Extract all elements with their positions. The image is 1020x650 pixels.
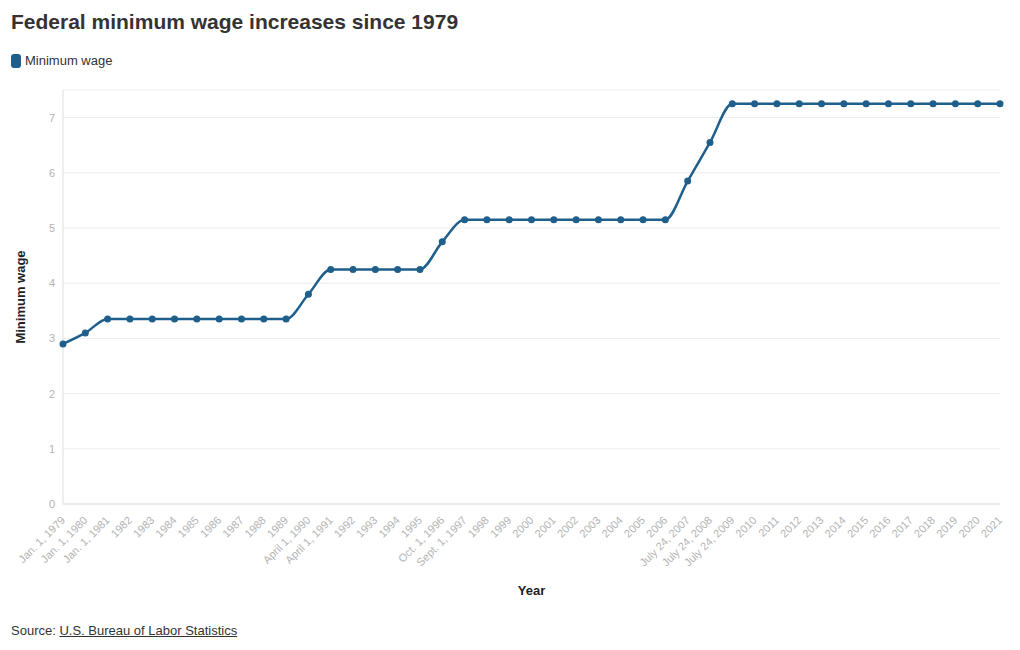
html-text:Federal minimum wage increases: Federal minimum wage increases since 197… [11,10,459,33]
svg-text:1989: 1989 [264,513,291,540]
svg-text:2001: 2001 [532,514,558,540]
svg-text:7: 7 [49,112,55,124]
svg-text:July 24, 2008: July 24, 2008 [659,513,715,569]
svg-text:April 1, 1990: April 1, 1990 [260,513,313,566]
svg-text:2014: 2014 [822,514,848,540]
svg-text:2004: 2004 [599,514,625,540]
svg-text:2019: 2019 [934,514,960,540]
svg-text:2006: 2006 [643,513,670,540]
svg-text:5: 5 [49,222,55,234]
svg-text:2011: 2011 [756,514,781,539]
svg-text:1999: 1999 [488,514,514,540]
svg-text:2000: 2000 [510,514,536,540]
svg-text:2013: 2013 [800,514,826,540]
svg-text:1986: 1986 [198,514,224,540]
svg-text:1993: 1993 [354,514,380,540]
svg-text:2010: 2010 [733,514,759,540]
svg-text:2020: 2020 [956,514,982,540]
svg-text:Jan. 1, 1981: Jan. 1, 1981 [61,514,112,565]
svg-text:April 1, 1991: April 1, 1991 [283,514,335,566]
svg-text:Sept. 1, 1997: Sept. 1, 1997 [414,514,469,569]
svg-text:4: 4 [49,277,55,289]
svg-text:2: 2 [49,388,55,400]
svg-text:2021: 2021 [978,514,1004,540]
svg-text:1994: 1994 [376,514,402,540]
svg-text:2005: 2005 [621,514,647,540]
svg-text:2002: 2002 [555,514,581,540]
svg-text:1: 1 [49,443,55,455]
svg-text:1983: 1983 [131,514,157,540]
svg-text:2003: 2003 [577,514,603,540]
svg-text:Minimum wage: Minimum wage [13,250,28,343]
html-text:Minimum wage: Minimum wage [25,53,113,68]
svg-text:1992: 1992 [331,514,357,540]
svg-text:1985: 1985 [175,514,201,540]
svg-text:1982: 1982 [108,514,134,540]
svg-text:2016: 2016 [867,514,893,540]
svg-text:2017: 2017 [889,514,915,540]
svg-text:3: 3 [49,332,55,344]
svg-text:1995: 1995 [398,513,425,540]
svg-text:0: 0 [49,498,55,510]
svg-text:July 24, 2009: July 24, 2009 [682,514,737,569]
svg-text:Year: Year [518,583,545,598]
svg-text:Jan. 1, 1979: Jan. 1, 1979 [15,513,68,566]
svg-text:1988: 1988 [242,514,268,540]
svg-text:2015: 2015 [845,514,871,540]
svg-text:1984: 1984 [153,514,179,540]
svg-text:Oct. 1, 1996: Oct. 1, 1996 [395,513,447,565]
html-text:Source: U.S. Bureau of Labor S: Source: U.S. Bureau of Labor Statistics [11,623,238,638]
svg-text:July 24, 2007: July 24, 2007 [637,513,692,569]
svg-text:2012: 2012 [778,514,804,540]
svg-text:Jan. 1, 1980: Jan. 1, 1980 [38,513,90,566]
svg-text:1987: 1987 [220,514,246,540]
svg-text:1998: 1998 [465,514,491,540]
svg-text:6: 6 [49,167,55,179]
svg-text:2018: 2018 [912,514,938,540]
